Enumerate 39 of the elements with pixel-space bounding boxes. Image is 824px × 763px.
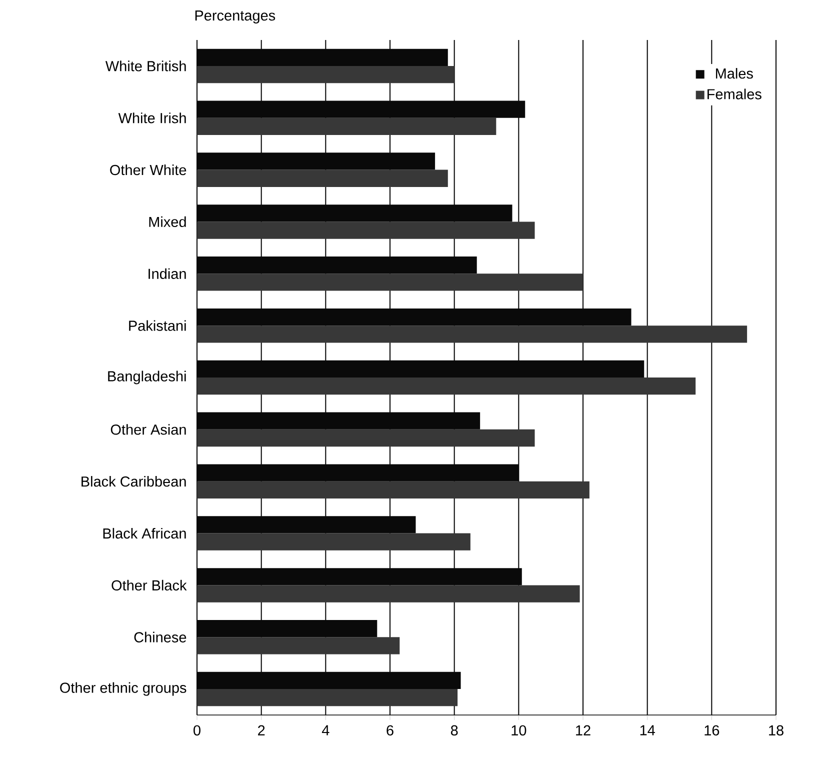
y-tick-label: White Irish: [118, 112, 186, 124]
y-tick-label: Other Asian: [110, 424, 186, 435]
legend-label: Females: [708, 88, 762, 100]
x-tick-label: 12: [576, 725, 590, 736]
bar: [197, 326, 748, 343]
x-tick-label: 10: [512, 725, 526, 736]
bar: [197, 637, 400, 654]
bar: [197, 481, 590, 498]
y-tick-label: Other ethnic groups: [60, 682, 186, 696]
y-tick-label: Chinese: [134, 632, 186, 642]
y-tick-label: Bangladeshi: [108, 370, 186, 384]
x-tick-label: 6: [386, 725, 394, 736]
x-tick-label: 0: [194, 725, 200, 736]
y-tick-label: Black African: [103, 528, 186, 539]
y-tick-label: Black Caribbean: [82, 476, 186, 487]
bar: [197, 585, 580, 602]
bar: [197, 222, 535, 239]
chart-title: Percentages: [195, 10, 276, 24]
y-tick-label: Pakistani: [129, 320, 186, 331]
x-tick-label: 8: [450, 725, 458, 736]
x-tick-label: 16: [704, 725, 720, 736]
y-tick-label: Mixed: [149, 216, 186, 228]
bar: [197, 429, 535, 447]
y-tick-label: White British: [105, 60, 186, 72]
bar: [197, 118, 496, 136]
bar: [197, 533, 470, 550]
bar: [197, 689, 458, 706]
x-tick-label: 2: [258, 725, 265, 736]
bar: [197, 378, 696, 395]
x-tick-label: 4: [322, 725, 330, 736]
x-tick-label: 18: [769, 725, 784, 736]
y-tick-label: Indian: [148, 268, 186, 279]
bar: [197, 274, 584, 291]
y-tick-label: Other White: [110, 164, 186, 176]
legend-label: Males: [716, 68, 753, 79]
x-tick-label: 14: [640, 725, 655, 736]
bar: [197, 66, 454, 84]
bar: [197, 170, 448, 187]
y-tick-label: Other Black: [112, 580, 187, 591]
